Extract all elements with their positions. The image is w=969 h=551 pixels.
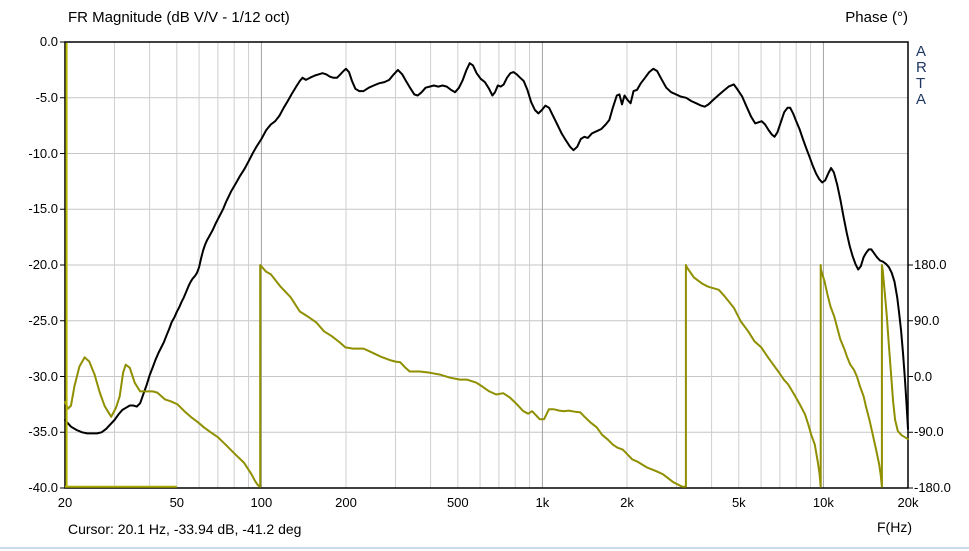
- x-tick-label: 100: [250, 495, 273, 510]
- y-left-tick-label: -40.0: [28, 480, 58, 495]
- y-left-tick-label: -25.0: [28, 312, 58, 328]
- x-tick-label: 5k: [731, 495, 746, 510]
- x-tick-label: 200: [335, 495, 357, 510]
- y-left-tick-label: 0.0: [39, 34, 58, 49]
- x-tick-label: 50: [169, 495, 185, 510]
- magnitude-curve: [64, 62, 909, 435]
- arta-logo-letter: A: [916, 91, 927, 108]
- y-left-tick-label: -15.0: [28, 201, 58, 217]
- y-right-tick-label: -180.0: [914, 480, 951, 495]
- x-tick-label: 2k: [620, 495, 634, 510]
- x-tick-label: 500: [446, 495, 469, 510]
- freq-axis-label: F(Hz): [877, 519, 912, 535]
- arta-logo-letter: A: [916, 43, 927, 60]
- y-left-tick-label: -20.0: [28, 257, 58, 272]
- x-tick-label: 20k: [897, 495, 919, 510]
- x-tick-label: 10k: [812, 495, 834, 510]
- y-right-tick-label: 180.0: [914, 257, 947, 272]
- y-left-tick-label: -35.0: [28, 424, 58, 440]
- phase-axis-title: Phase (°): [845, 9, 908, 26]
- page-title: FR Magnitude (dB V/V - 1/12 oct): [68, 9, 290, 26]
- y-right-tick-label: 90.0: [914, 312, 940, 328]
- y-left-tick-label: -30.0: [28, 368, 58, 384]
- y-left-tick-label: -5.0: [35, 89, 58, 105]
- y-right-tick-label: 0.0: [914, 368, 933, 384]
- x-tick-label: 20: [57, 495, 73, 510]
- y-right-tick-label: -90.0: [914, 424, 944, 440]
- window-bottom-edge: [0, 547, 969, 549]
- x-tick-label: 1k: [535, 495, 550, 510]
- arta-logo-letter: T: [916, 75, 926, 92]
- phase-curve: [64, 264, 909, 488]
- arta-logo-letter: R: [916, 59, 927, 76]
- cursor-readout: Cursor: 20.1 Hz, -33.94 dB, -41.2 deg: [68, 521, 302, 537]
- y-left-tick-label: -10.0: [28, 145, 58, 161]
